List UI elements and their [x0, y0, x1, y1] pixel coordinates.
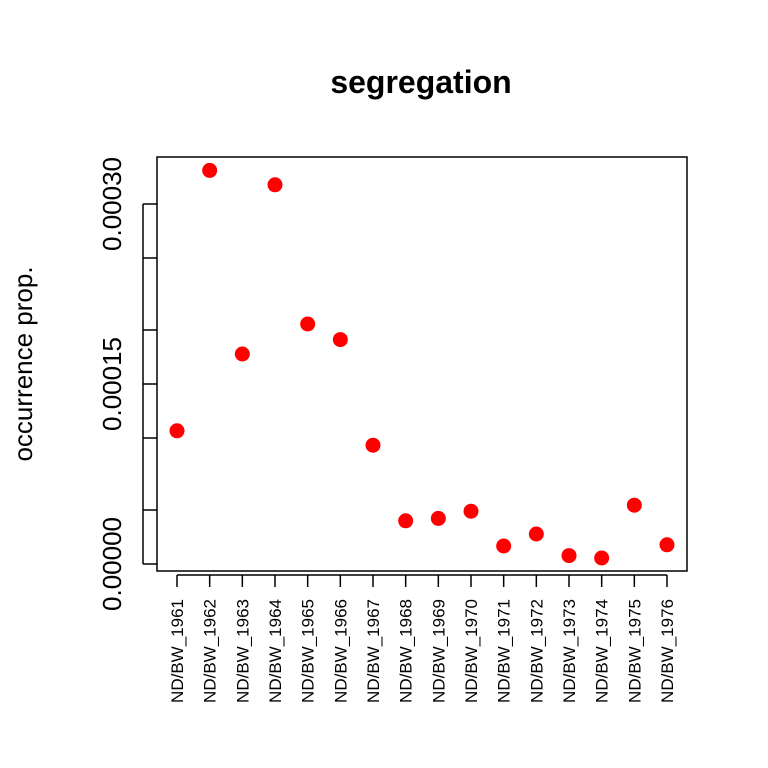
- x-tick-label: ND/BW_1961: [168, 599, 187, 703]
- x-tick-label: ND/BW_1965: [299, 599, 318, 703]
- data-point: [365, 437, 381, 453]
- x-axis: ND/BW_1961 ND/BW_1962 ND/BW_1963 ND/BW_1964…: [168, 574, 677, 703]
- data-point: [496, 538, 512, 554]
- data-point: [398, 513, 414, 529]
- data-point: [202, 162, 218, 178]
- x-tick-label: ND/BW_1972: [527, 599, 546, 703]
- data-point: [561, 548, 577, 564]
- data-point: [626, 497, 642, 513]
- data-point: [267, 177, 283, 193]
- data-point: [169, 423, 185, 439]
- plot-frame: [156, 156, 688, 572]
- y-tick-label: 0.00030: [97, 157, 127, 251]
- x-tick-label: ND/BW_1976: [658, 599, 677, 703]
- x-tick-label: ND/BW_1963: [233, 599, 252, 703]
- chart-title: segregation: [330, 64, 511, 100]
- y-axis-label: occurrence prop.: [8, 266, 38, 461]
- y-tick-label: 0.00000: [97, 517, 127, 611]
- data-points: [169, 162, 675, 566]
- x-tick-label: ND/BW_1974: [593, 599, 612, 703]
- data-point: [234, 346, 250, 362]
- data-point: [300, 316, 316, 332]
- x-tick-label: ND/BW_1970: [462, 599, 481, 703]
- x-tick-label: ND/BW_1968: [397, 599, 416, 703]
- x-tick-label: ND/BW_1975: [625, 599, 644, 703]
- x-tick-label: ND/BW_1969: [429, 599, 448, 703]
- data-point: [332, 332, 348, 348]
- x-tick-label: ND/BW_1967: [364, 599, 383, 703]
- data-point: [463, 503, 479, 519]
- data-point: [594, 550, 610, 566]
- x-tick-label: ND/BW_1966: [331, 599, 350, 703]
- x-tick-label: ND/BW_1973: [560, 599, 579, 703]
- x-tick-label: ND/BW_1964: [266, 599, 285, 703]
- x-tick-label: ND/BW_1962: [201, 599, 220, 703]
- y-tick-label: 0.00015: [97, 337, 127, 431]
- x-tick-label: ND/BW_1971: [495, 599, 514, 703]
- data-point: [528, 526, 544, 542]
- data-point: [430, 510, 446, 526]
- y-axis: 0.00000 0.00015 0.00030: [97, 157, 157, 611]
- data-point: [659, 537, 675, 553]
